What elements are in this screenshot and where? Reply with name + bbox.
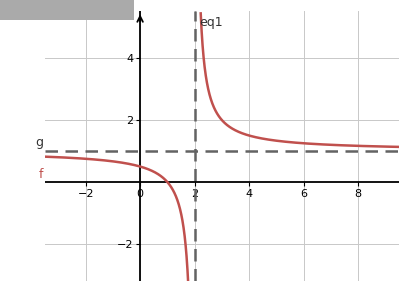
Text: eq1: eq1 bbox=[199, 16, 223, 29]
Text: f: f bbox=[39, 168, 44, 181]
Text: g: g bbox=[35, 137, 44, 150]
